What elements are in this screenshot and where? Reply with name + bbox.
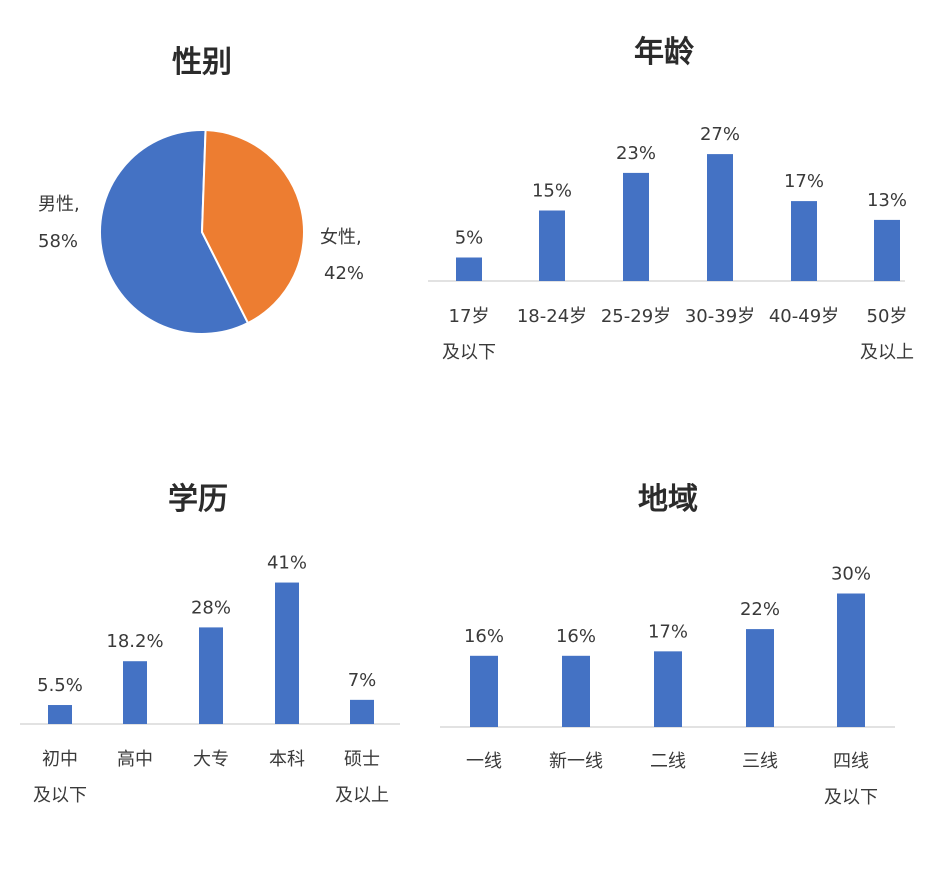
pie-slice-female: [200, 129, 305, 325]
region-value-label: 22%: [740, 599, 780, 620]
education-category-label: 大专: [193, 749, 229, 770]
gender-chart: 性别 男性, 58% 女性, 42%: [38, 45, 364, 335]
pie-label-female-value: 42%: [324, 263, 364, 284]
region-category-label: 四线: [833, 751, 869, 772]
gender-chart-title: 性别: [172, 45, 232, 80]
region-value-label: 17%: [648, 621, 688, 642]
education-category-label: 高中: [117, 749, 153, 770]
region-chart-title: 地域: [638, 482, 698, 517]
education-category-label: 及以下: [33, 785, 87, 806]
age-category-label: 30-39岁: [685, 306, 755, 327]
age-bar: [874, 219, 900, 281]
age-bar: [539, 210, 565, 281]
region-category-label: 一线: [466, 751, 502, 772]
education-bar: [48, 705, 72, 724]
education-category-label: 及以上: [335, 785, 389, 806]
education-value-label: 7%: [348, 670, 377, 691]
education-category-label: 初中: [42, 749, 78, 770]
age-bar: [707, 154, 733, 281]
education-value-label: 18.2%: [106, 631, 163, 652]
region-bar: [562, 655, 590, 727]
pie-label-female-name: 女性,: [320, 227, 362, 248]
region-category-label: 及以下: [824, 787, 878, 808]
education-value-label: 41%: [267, 553, 307, 574]
age-value-label: 23%: [616, 143, 656, 164]
age-category-label: 40-49岁: [769, 306, 839, 327]
age-category-label: 及以上: [860, 342, 914, 363]
education-value-label: 5.5%: [37, 675, 83, 696]
education-category-label: 硕士: [344, 749, 380, 770]
age-chart-title: 年龄: [634, 35, 695, 70]
region-value-label: 16%: [464, 626, 504, 647]
education-category-label: 本科: [269, 749, 305, 770]
age-value-label: 15%: [532, 181, 572, 202]
age-bar: [623, 172, 649, 281]
pie-label-male-value: 58%: [38, 231, 78, 252]
age-value-label: 13%: [867, 190, 907, 211]
region-bar: [470, 655, 498, 727]
pie-label-male-name: 男性,: [38, 194, 80, 215]
region-value-label: 16%: [556, 626, 596, 647]
age-category-label: 及以下: [442, 342, 496, 363]
region-category-label: 三线: [742, 751, 778, 772]
education-value-label: 28%: [191, 597, 231, 618]
age-value-label: 27%: [700, 124, 740, 145]
education-bar: [199, 627, 223, 724]
region-bar: [654, 651, 682, 727]
age-category-label: 18-24岁: [517, 306, 587, 327]
age-category-label: 17岁: [449, 306, 490, 327]
age-bar: [456, 257, 482, 281]
pie-slice-male: [99, 129, 250, 335]
region-category-label: 新一线: [549, 751, 603, 772]
age-bar: [791, 201, 817, 281]
age-value-label: 17%: [784, 171, 824, 192]
education-bar: [275, 582, 299, 724]
age-category-label: 50岁: [867, 306, 908, 327]
age-category-label: 25-29岁: [601, 306, 671, 327]
region-value-label: 30%: [831, 564, 871, 585]
education-bar: [123, 661, 147, 724]
education-chart-title: 学历: [168, 482, 228, 517]
region-bar: [837, 593, 865, 727]
age-value-label: 5%: [455, 228, 484, 249]
region-category-label: 二线: [650, 751, 686, 772]
region-bar: [746, 629, 774, 727]
education-bar: [350, 699, 374, 724]
